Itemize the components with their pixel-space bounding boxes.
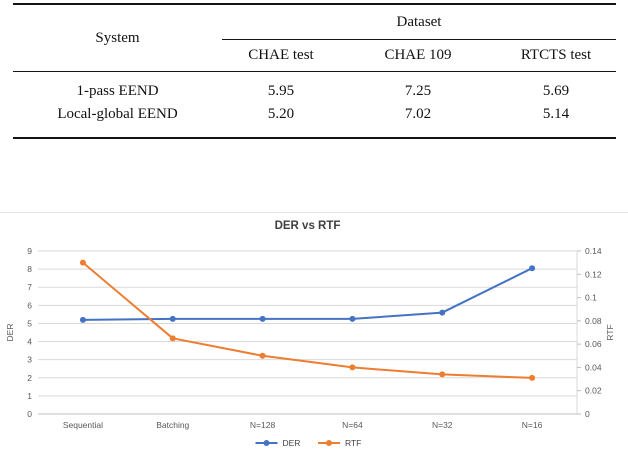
series-line-der — [82, 267, 533, 321]
table-top-rule — [13, 3, 616, 5]
x-axis-label: N=64 — [342, 420, 363, 430]
left-axis-tick-label: 7 — [27, 282, 32, 292]
legend-marker-rtf — [326, 440, 332, 446]
table-mid-rule — [13, 71, 616, 72]
right-axis-tick-label: 0.06 — [585, 339, 602, 349]
table-bottom-rule — [13, 137, 616, 139]
data-point-der — [529, 265, 536, 272]
series-line-rtf — [82, 261, 533, 379]
right-axis-tick-label: 0.08 — [585, 316, 602, 326]
legend-label-der: DER — [283, 438, 301, 448]
header-col-chae-109: CHAE 109 — [384, 47, 452, 63]
x-axis-label: N=16 — [522, 420, 543, 430]
data-point-der — [259, 315, 266, 322]
row-system: 1-pass EEND — [76, 83, 159, 99]
table-body: 1-pass EEND 5.95 7.25 5.69 Local-global … — [13, 72, 616, 137]
table-header: System Dataset CHAE test CHAE 109 RTCTS … — [13, 5, 616, 71]
left-axis-tick-label: 8 — [27, 264, 32, 274]
data-point-rtf — [439, 371, 446, 378]
der-rtf-chart: DER vs RTF 0 1 2 3 4 5 6 7 8 9 0 0.02 0.04 0.06 0.08 0.1… — [5, 220, 615, 448]
data-point-rtf — [169, 335, 176, 342]
right-axis-tick-label: 0.04 — [585, 362, 602, 372]
x-axis-label: N=128 — [250, 420, 276, 430]
row-value: 7.25 — [404, 83, 432, 99]
data-point-rtf — [79, 259, 86, 266]
data-point-der — [79, 316, 86, 323]
header-system: System — [95, 29, 140, 46]
data-point-rtf — [259, 352, 266, 359]
data-point-der — [349, 315, 356, 322]
row-value: 5.69 — [542, 83, 570, 99]
right-axis-title: RTF — [605, 324, 615, 340]
legend-label-rtf: RTF — [345, 438, 361, 448]
legend-marker-der — [263, 440, 270, 446]
data-point-der — [439, 309, 446, 316]
left-axis-tick-label: 1 — [27, 391, 32, 401]
left-axis-tick-label: 3 — [27, 355, 32, 365]
chart-title: DER vs RTF — [275, 220, 341, 232]
right-axis-tick-label: 0.02 — [585, 386, 602, 396]
chart-figure: DER vs RTF 0 1 2 3 4 5 6 7 8 9 0 0.02 0.04 0.06 0.08 0.1… — [0, 212, 628, 459]
x-axis-label: N=32 — [432, 420, 453, 430]
row-value: 5.20 — [267, 106, 295, 122]
left-axis-tick-label: 6 — [27, 300, 32, 310]
header-col-chae-test: CHAE test — [248, 47, 314, 63]
left-axis-title: DER — [5, 324, 15, 342]
left-axis-tick-label: 9 — [27, 246, 32, 256]
left-axis-tick-label: 4 — [27, 337, 32, 347]
right-axis-tick-label: 0.14 — [585, 246, 602, 256]
right-axis-tick-label: 0.12 — [585, 269, 602, 279]
header-dataset: Dataset — [222, 5, 616, 40]
data-point-rtf — [349, 364, 356, 371]
x-axis-label: Sequential — [63, 420, 103, 430]
right-axis-tick-label: 0.1 — [585, 293, 597, 303]
left-axis-tick-label: 5 — [27, 318, 32, 328]
left-axis-tick-label: 2 — [27, 373, 32, 383]
row-value: 5.95 — [267, 83, 295, 99]
header-col-rtcts-test: RTCTS test — [520, 47, 592, 63]
x-axis-label: Batching — [156, 420, 189, 430]
row-value: 5.14 — [542, 106, 570, 122]
row-value: 7.02 — [404, 106, 432, 122]
results-table: System Dataset CHAE test CHAE 109 RTCTS … — [13, 3, 616, 139]
data-point-der — [169, 315, 176, 322]
data-point-rtf — [529, 374, 536, 381]
left-axis-tick-label: 0 — [27, 409, 32, 419]
row-system: Local-global EEND — [57, 106, 178, 122]
right-axis-tick-label: 0 — [585, 409, 590, 419]
